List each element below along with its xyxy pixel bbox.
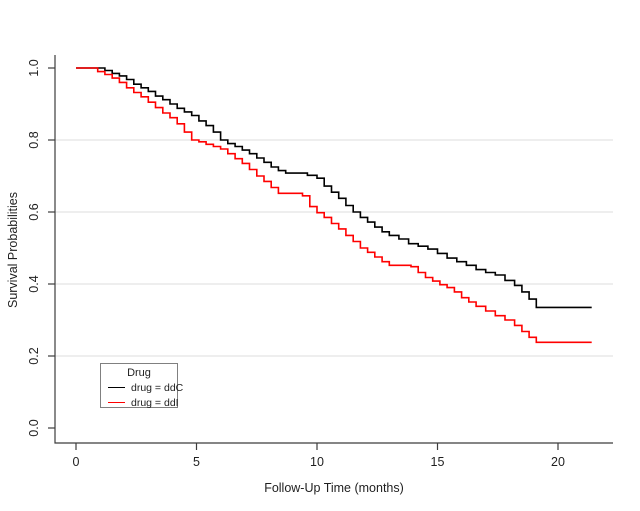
y-tick-label-0.2: 0.2 (27, 347, 41, 364)
x-tick-label-10: 10 (310, 455, 324, 469)
x-axis-title: Follow-Up Time (months) (264, 481, 404, 495)
y-tick-label-1.0: 1.0 (27, 59, 41, 76)
curve-drugddC (76, 67, 592, 309)
curve-drugddI (76, 67, 592, 344)
legend-line-ddC-icon (108, 387, 125, 388)
legend-item-ddI: drug = ddI (108, 396, 179, 409)
x-tick-label-15: 15 (431, 455, 445, 469)
legend: Drug drug = ddC drug = ddI (100, 363, 183, 409)
legend-line-ddI-icon (108, 402, 125, 403)
x-tick-label-5: 5 (193, 455, 200, 469)
y-tick-label-0.6: 0.6 (27, 203, 41, 220)
legend-title: Drug (127, 367, 151, 379)
legend-label-ddC: drug = ddC (131, 381, 184, 394)
y-tick-label-0.4: 0.4 (27, 275, 41, 292)
x-tick-label-20: 20 (551, 455, 565, 469)
legend-item-ddC: drug = ddC (108, 381, 183, 394)
y-tick-label-0.0: 0.0 (27, 419, 41, 436)
legend-label-ddI: drug = ddI (131, 396, 179, 409)
x-tick-label-0: 0 (73, 455, 80, 469)
y-tick-label-0.8: 0.8 (27, 131, 41, 148)
axes (54, 55, 613, 444)
y-axis-title: Survival Probabilities (6, 191, 20, 309)
